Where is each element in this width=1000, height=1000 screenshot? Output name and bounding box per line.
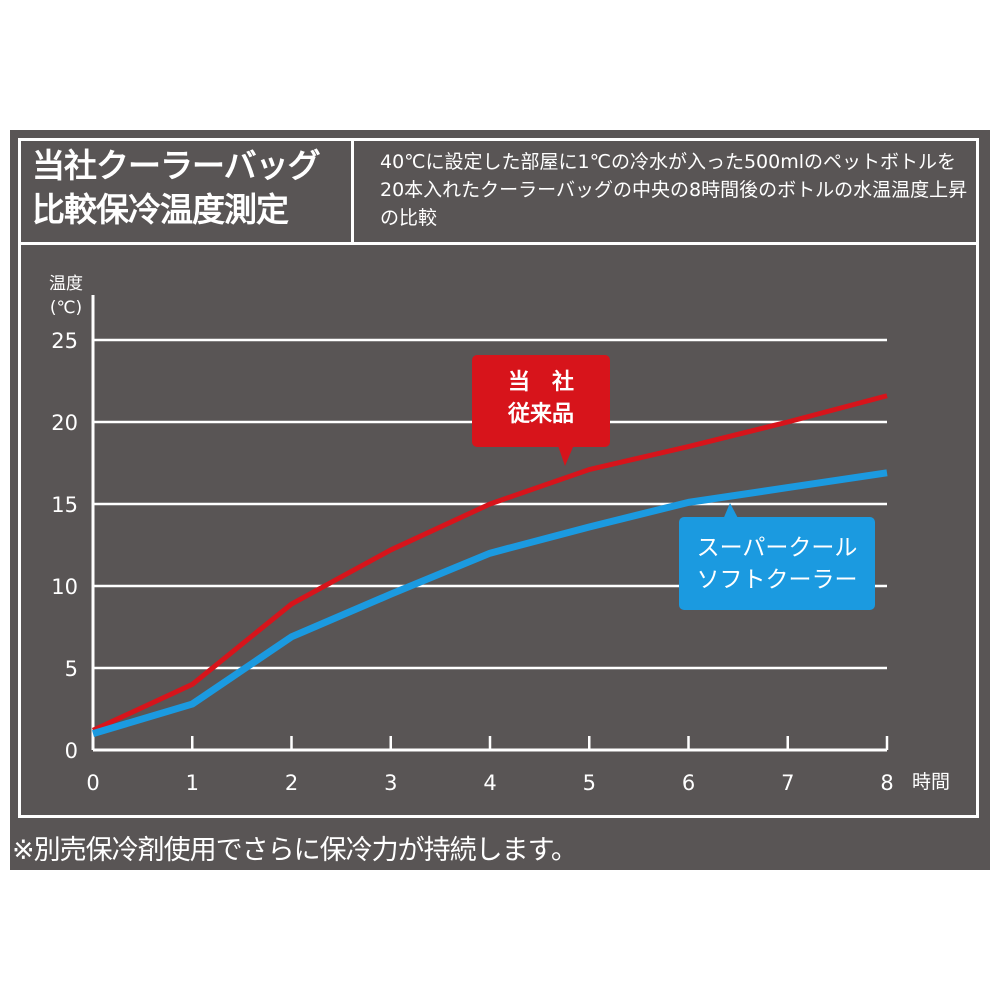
x-tick-label: 1 bbox=[186, 771, 199, 795]
series-line-1 bbox=[92, 469, 888, 737]
series-line-0 bbox=[91, 393, 888, 733]
x-tick-label: 7 bbox=[781, 771, 794, 795]
legend-callout-supercool: スーパークール ソフトクーラー bbox=[679, 517, 875, 610]
title-line: 当社クーラーバッグ bbox=[32, 146, 321, 185]
y-tick-label: 5 bbox=[65, 657, 78, 681]
y-tick-label: 20 bbox=[51, 411, 78, 435]
x-tick-label: 8 bbox=[880, 771, 893, 795]
description: 40℃に設定した部屋に1℃の冷水が入った500mlのペットボトルを20本入れたク… bbox=[354, 138, 979, 245]
title-line: 比較保冷温度測定 bbox=[32, 190, 289, 229]
legend-callout-conventional: 当 社 従来品 bbox=[472, 355, 610, 447]
y-tick-label: 15 bbox=[51, 493, 78, 517]
x-tick-label: 0 bbox=[86, 771, 99, 795]
y-axis-label: 温度 bbox=[49, 274, 83, 294]
y-tick-label: 10 bbox=[51, 575, 78, 599]
legend-label: 当 社 bbox=[507, 370, 574, 395]
chart-title: 当社クーラーバッグ 比較保冷温度測定 bbox=[18, 138, 354, 245]
x-tick-label: 3 bbox=[384, 771, 397, 795]
x-tick-label: 5 bbox=[583, 771, 596, 795]
legend-label: ソフトクーラー bbox=[696, 567, 858, 593]
x-tick-label: 4 bbox=[483, 771, 496, 795]
y-tick-label: 0 bbox=[65, 739, 78, 763]
x-axis-label: 時間 bbox=[912, 771, 950, 793]
y-axis-label: (℃) bbox=[50, 298, 82, 318]
chart-frame bbox=[18, 138, 979, 818]
legend-label: スーパークール bbox=[696, 535, 858, 561]
x-tick-label: 6 bbox=[682, 771, 695, 795]
x-tick-label: 2 bbox=[285, 771, 298, 795]
y-tick-label: 25 bbox=[51, 329, 78, 353]
footnote: ※別売保冷剤使用でさらに保冷力が持続します。 bbox=[12, 835, 578, 866]
legend-label: 従来品 bbox=[507, 402, 574, 427]
